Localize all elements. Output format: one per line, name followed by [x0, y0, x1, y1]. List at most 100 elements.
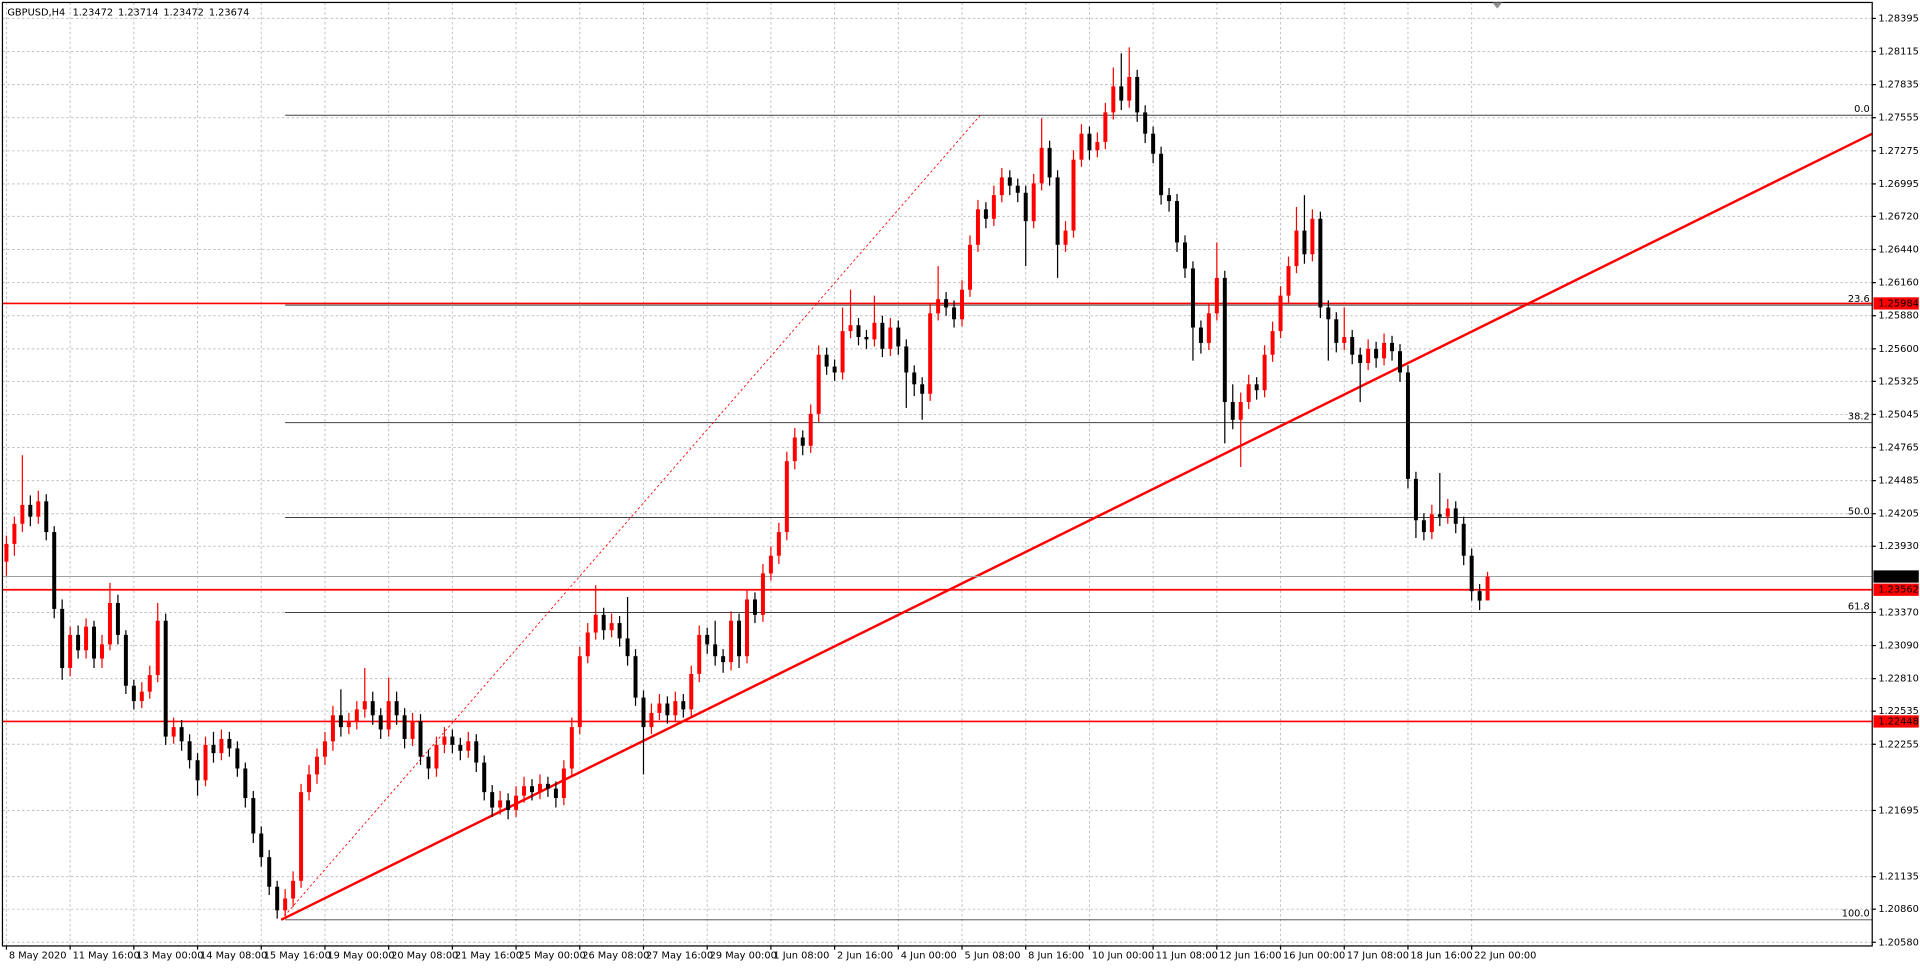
- x-tick-label: 5 Jun 08:00: [964, 951, 1020, 962]
- candle-body: [522, 786, 527, 796]
- candle-body: [960, 289, 965, 320]
- y-tick-label: 1.23930: [1878, 541, 1919, 552]
- y-tick-label: 1.25325: [1878, 376, 1919, 387]
- candle-body: [745, 599, 750, 657]
- x-tick-label: 19 May 00:00: [327, 951, 394, 962]
- candle-body: [20, 504, 25, 524]
- candle-body: [219, 738, 224, 754]
- candle-body: [1071, 159, 1076, 231]
- candle-body: [243, 768, 248, 799]
- y-tick-label: 1.22810: [1878, 674, 1919, 685]
- candle-body: [609, 623, 614, 631]
- candle-body: [299, 792, 304, 881]
- axes: 1.28395 1.28115 1.27835 1.27555 1.27275 1.269…: [5, 13, 1919, 962]
- candle-body: [1238, 402, 1243, 420]
- candle-body: [928, 313, 933, 394]
- y-tick-label: 1.25045: [1878, 409, 1919, 420]
- candle-body: [1190, 268, 1195, 328]
- candle-body: [1366, 348, 1371, 364]
- x-tick-label: 11 May 16:00: [73, 951, 140, 962]
- candle-body: [1262, 354, 1267, 391]
- candle-body: [1214, 277, 1219, 314]
- candle-body: [912, 372, 917, 385]
- y-tick-label: 1.27555: [1878, 113, 1919, 124]
- candle-body: [139, 691, 144, 702]
- candle-body: [1087, 133, 1092, 151]
- candle-body: [1326, 307, 1331, 320]
- x-tick-label: 21 May 16:00: [455, 951, 522, 962]
- candle-body: [418, 721, 423, 757]
- x-tick-label: 11 Jun 08:00: [1156, 951, 1218, 962]
- candle-body: [155, 620, 160, 676]
- price-label-box: [1873, 715, 1919, 728]
- candle-body: [904, 346, 909, 373]
- candle-body: [760, 573, 765, 615]
- candle-body: [1469, 555, 1474, 592]
- candle-body: [1437, 514, 1442, 517]
- candle-body: [816, 354, 821, 414]
- candle-body: [490, 792, 495, 808]
- candle-body: [370, 701, 375, 716]
- y-tick-label: 1.26995: [1878, 179, 1919, 190]
- x-tick-label: 16 Jun 00:00: [1283, 951, 1345, 962]
- candle-body: [514, 795, 519, 810]
- candle-body: [752, 599, 757, 615]
- candle-body: [362, 701, 367, 710]
- candle-body: [800, 437, 805, 446]
- candle-body: [1135, 76, 1140, 113]
- candle-body: [1047, 147, 1052, 178]
- y-tick-label: 1.21695: [1878, 805, 1919, 816]
- candle-body: [1445, 508, 1450, 517]
- candle-body: [1405, 372, 1410, 479]
- y-tick-label: 1.26440: [1878, 245, 1919, 256]
- candle-body: [458, 744, 463, 751]
- candle-body: [1485, 576, 1490, 601]
- fib-label: 61.8: [1848, 601, 1870, 612]
- candle-body: [1230, 402, 1235, 420]
- objects: 0.0 23.6 38.2 50.0 61.8 100.0: [2, 104, 1873, 921]
- y-tick-label: 1.22535: [1878, 706, 1919, 717]
- candle-body: [4, 543, 9, 562]
- candle-body: [386, 701, 391, 730]
- candle-body: [1095, 141, 1100, 151]
- candle-body: [729, 620, 734, 663]
- candle-body: [1246, 384, 1251, 403]
- candle-body: [76, 634, 81, 651]
- candle-body: [649, 712, 654, 728]
- candle-body: [641, 697, 646, 728]
- candle-body: [1374, 348, 1379, 359]
- x-tick-label: 29 May 00:00: [710, 951, 777, 962]
- y-tick-label: 1.26720: [1878, 211, 1919, 222]
- candle-body: [1023, 192, 1028, 222]
- candle-body: [1103, 112, 1108, 142]
- candle-body: [1063, 230, 1068, 245]
- trendline: [280, 114, 981, 921]
- candle-body: [967, 244, 972, 290]
- candle-body: [147, 675, 152, 692]
- symbol: GBPUSD,H4: [7, 7, 65, 18]
- candle-body: [68, 634, 73, 669]
- y-tick-label: 1.21135: [1878, 872, 1919, 883]
- candle-body: [681, 701, 686, 710]
- candle-body: [482, 762, 487, 793]
- candle-body: [657, 703, 662, 713]
- x-tick-label: 26 May 08:00: [582, 951, 649, 962]
- candle-body: [394, 701, 399, 716]
- candle-body: [1286, 266, 1291, 296]
- candle-body: [171, 727, 176, 737]
- y-tick-label: 1.22255: [1878, 739, 1919, 750]
- candle-body: [1358, 354, 1363, 364]
- candle-body: [442, 736, 447, 745]
- candle-body: [880, 322, 885, 349]
- scroll-marker: [1492, 2, 1503, 9]
- candle-body: [537, 783, 542, 793]
- price-label: 1.22448: [1878, 716, 1919, 727]
- x-tick-label: 4 Jun 00:00: [901, 951, 957, 962]
- candle-body: [1198, 327, 1203, 343]
- price-label: 1.25984: [1878, 298, 1919, 309]
- candle-body: [227, 738, 232, 749]
- candle-body: [1342, 337, 1347, 343]
- candle-body: [1127, 76, 1132, 101]
- candle-body: [673, 701, 678, 716]
